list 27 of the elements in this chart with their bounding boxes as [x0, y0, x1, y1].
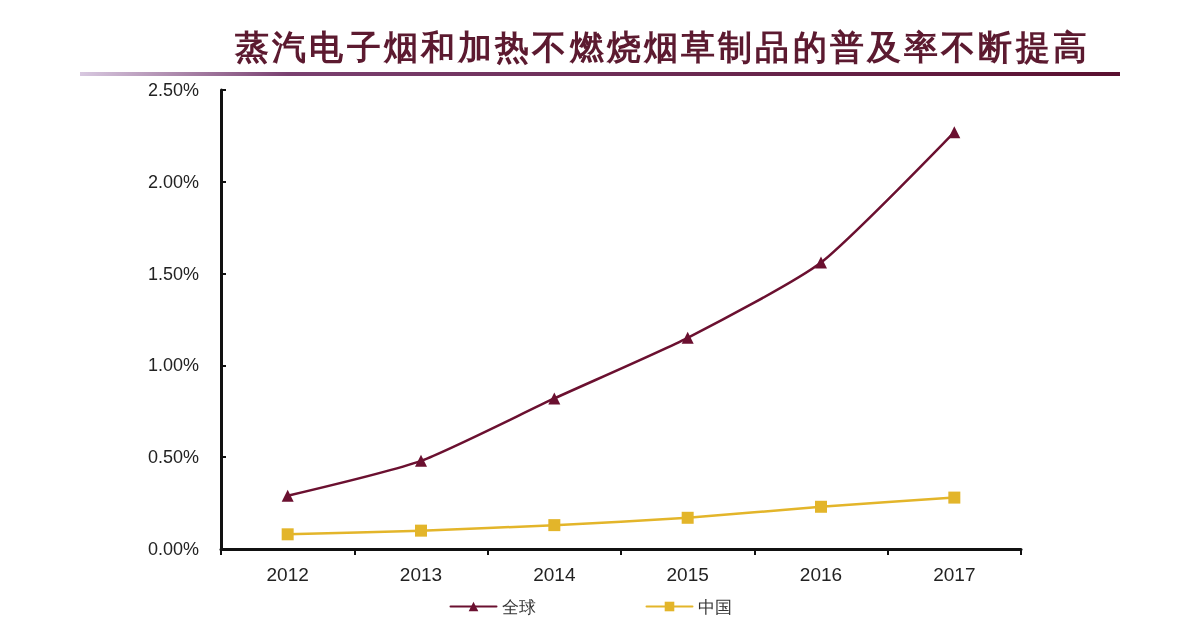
point — [548, 392, 561, 405]
point — [281, 528, 294, 541]
point — [681, 511, 694, 524]
legend-label: 全球 — [501, 596, 536, 617]
point — [815, 500, 827, 513]
y-tick-label: 1.00% — [147, 355, 199, 376]
y-tick-label: 1.50% — [147, 263, 199, 284]
point — [281, 489, 294, 502]
y-tick-label: 0.50% — [147, 447, 199, 468]
x-tick-label: 2013 — [399, 564, 443, 585]
chart-title: 蒸汽电子烟和加热不燃烧烟草制品的普及率不断提高 — [235, 26, 1090, 68]
point — [415, 454, 427, 467]
x-tick-label: 2016 — [799, 564, 843, 585]
y-tick-label: 0.00% — [147, 539, 199, 559]
point — [948, 491, 961, 504]
x-tick-label: 2014 — [533, 564, 576, 585]
x-tick-label: 2012 — [266, 564, 309, 585]
x-tick-label: 2017 — [933, 564, 976, 585]
y-tick-label: 2.50% — [147, 80, 199, 100]
y-tick-label: 2.00% — [147, 171, 199, 192]
point — [681, 331, 694, 344]
point — [415, 524, 427, 537]
legend-label: 中国 — [697, 596, 732, 617]
point — [815, 256, 827, 269]
point — [548, 519, 561, 532]
x-tick-label: 2015 — [666, 564, 709, 585]
point — [948, 126, 961, 139]
